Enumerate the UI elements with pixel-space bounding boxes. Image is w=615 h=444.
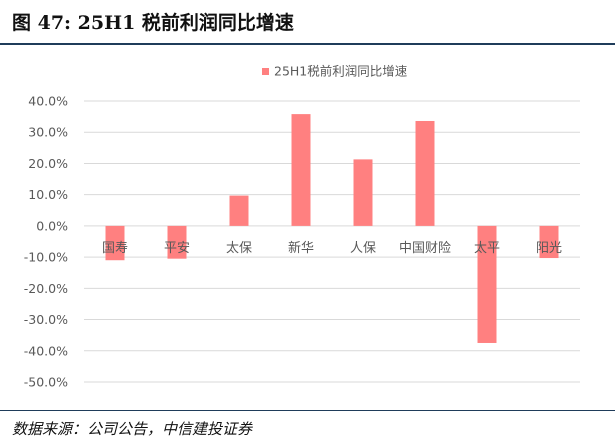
x-category-label: 阳光 [536, 241, 562, 256]
x-category-label: 中国财险 [399, 241, 451, 256]
y-tick-label: -50.0% [24, 375, 68, 390]
x-category-label: 平安 [164, 241, 190, 256]
x-category-label: 国寿 [102, 241, 128, 256]
y-tick-label: 20.0% [28, 156, 68, 171]
title-divider [0, 43, 615, 45]
x-category-label: 人保 [350, 241, 376, 256]
y-tick-label: 30.0% [28, 125, 68, 140]
bar-人保 [353, 159, 373, 226]
bar-平安 [167, 225, 187, 259]
x-category-label: 太保 [226, 241, 252, 256]
y-tick-label: -10.0% [24, 250, 68, 265]
y-tick-label: -20.0% [24, 281, 68, 296]
bar-chart: 40.0% 30.0% 20.0% 10.0% 0.0% -10.0% -20.0% -30.… [24, 64, 580, 390]
bar-中国财险 [415, 120, 435, 226]
bar-阳光 [539, 225, 559, 259]
figure-title: 图 47: 25H1 税前利润同比增速 [12, 12, 294, 34]
y-tick-label: -40.0% [24, 343, 68, 358]
bar-太保 [229, 195, 249, 226]
source-divider [0, 410, 615, 411]
y-tick-label: 40.0% [28, 94, 68, 109]
x-category-label: 太平 [474, 241, 500, 256]
source-note: 数据来源：公司公告，中信建投证券 [12, 420, 253, 438]
y-tick-label: -30.0% [24, 312, 68, 327]
y-tick-label: 0.0% [36, 218, 68, 233]
y-tick-label: 10.0% [28, 187, 68, 202]
legend-swatch [262, 68, 269, 75]
legend-label: 25H1税前利润同比增速 [274, 64, 408, 79]
bar-新华 [291, 114, 311, 226]
bar-国寿 [105, 225, 125, 261]
bar-太平 [477, 225, 497, 343]
x-category-label: 新华 [288, 240, 314, 256]
